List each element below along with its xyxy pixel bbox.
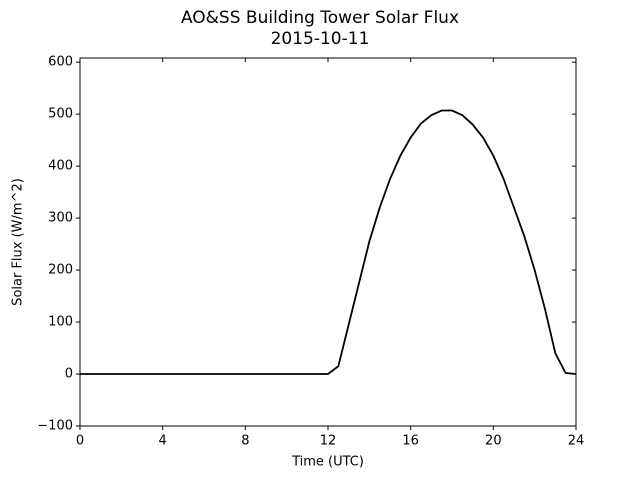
y-tick-label: −100 xyxy=(37,419,73,434)
x-axis-label: Time (UTC) xyxy=(291,455,364,470)
y-axis-label: Solar Flux (W/m^2) xyxy=(11,178,26,306)
y-tick-label: 400 xyxy=(48,159,73,174)
y-tick-label: 100 xyxy=(48,315,73,330)
y-tick-label: 200 xyxy=(48,263,73,278)
chart-subtitle: 2015-10-11 xyxy=(271,29,370,49)
x-tick-label: 0 xyxy=(76,434,84,449)
x-tick-label: 20 xyxy=(485,434,502,449)
y-tick-label: 500 xyxy=(48,107,73,122)
x-tick-label: 8 xyxy=(241,434,249,449)
y-tick-label: 300 xyxy=(48,211,73,226)
y-tick-label: 0 xyxy=(65,367,73,382)
x-tick-label: 16 xyxy=(402,434,419,449)
x-tick-label: 12 xyxy=(320,434,337,449)
x-tick-label: 4 xyxy=(159,434,167,449)
data-line xyxy=(80,109,577,375)
x-tick-label: 24 xyxy=(568,434,585,449)
chart-title: AO&SS Building Tower Solar Flux xyxy=(181,8,459,28)
y-tick-label: 600 xyxy=(48,55,73,70)
